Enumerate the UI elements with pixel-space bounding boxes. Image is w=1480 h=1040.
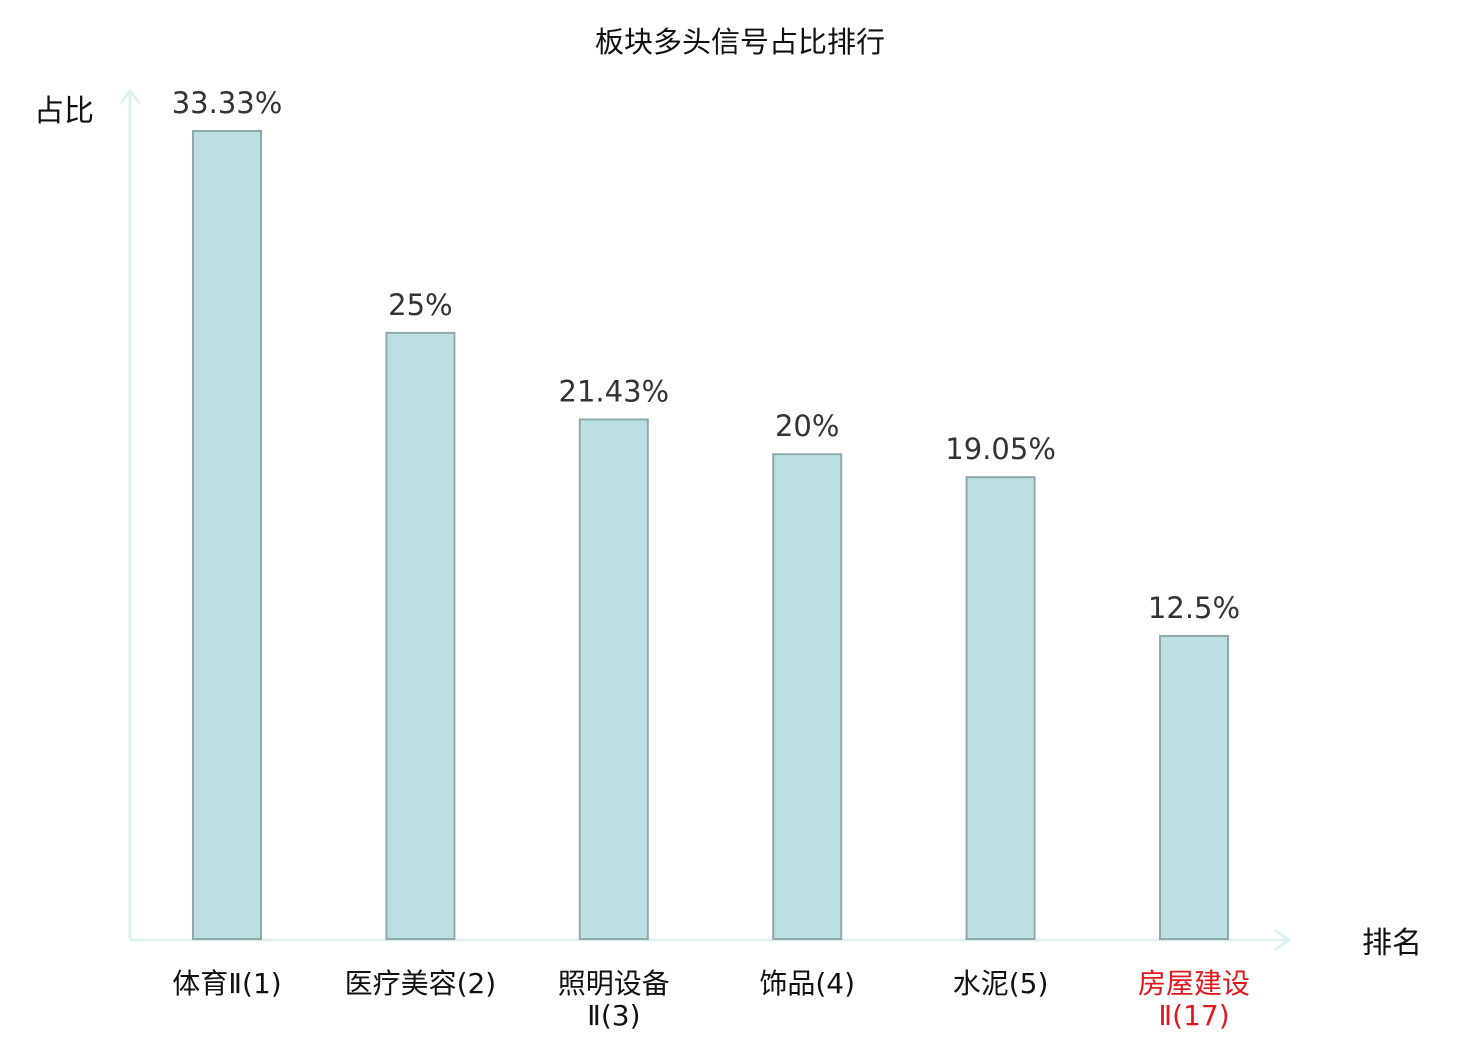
x-axis-label: 排名 xyxy=(1362,926,1422,961)
bar-1 xyxy=(192,130,262,940)
category-label-line: 饰品(4) xyxy=(759,967,855,1000)
category-label-5: 水泥(5) xyxy=(953,967,1049,1000)
category-label-1: 体育Ⅱ(1) xyxy=(172,967,281,1000)
category-label-4: 饰品(4) xyxy=(759,967,855,1000)
category-label-6: 房屋建设 Ⅱ(17) xyxy=(1138,967,1250,1032)
value-label-5: 19.05% xyxy=(945,432,1056,466)
bar-3 xyxy=(578,418,649,940)
bar-6 xyxy=(1159,635,1229,940)
bar-2 xyxy=(385,331,456,940)
value-label-1: 33.33% xyxy=(172,86,283,120)
category-label-line: Ⅱ(3) xyxy=(587,999,640,1032)
category-labels-group: 体育Ⅱ(1) 医疗美容(2) 照明设备 Ⅱ(3) 饰品(4) 水泥(5) 房屋建设 Ⅱ(17) xyxy=(172,967,1250,1032)
bar-4 xyxy=(772,453,843,940)
category-label-line: Ⅱ(17) xyxy=(1158,999,1229,1032)
bar-5 xyxy=(965,476,1036,940)
value-labels-group: 33.33% 25% 21.43% 20% 19.05% 12.5% xyxy=(172,86,1240,625)
category-label-line: 医疗美容(2) xyxy=(345,967,497,1000)
value-label-3: 21.43% xyxy=(559,375,670,409)
category-label-line: 水泥(5) xyxy=(953,967,1049,1000)
category-label-line: 照明设备 xyxy=(558,967,670,1000)
category-label-line: 房屋建设 xyxy=(1138,967,1250,1000)
value-label-6: 12.5% xyxy=(1148,591,1240,625)
y-axis xyxy=(118,88,142,940)
chart-title: 板块多头信号占比排行 xyxy=(595,25,885,59)
y-axis-label: 占比 xyxy=(34,94,94,129)
category-label-line: 体育Ⅱ(1) xyxy=(172,967,281,1000)
value-label-2: 25% xyxy=(388,288,452,322)
value-label-4: 20% xyxy=(775,409,839,443)
category-label-2: 医疗美容(2) xyxy=(345,967,497,1000)
category-label-3: 照明设备 Ⅱ(3) xyxy=(558,967,670,1032)
x-axis xyxy=(130,928,1292,952)
bars-group xyxy=(192,130,1229,940)
